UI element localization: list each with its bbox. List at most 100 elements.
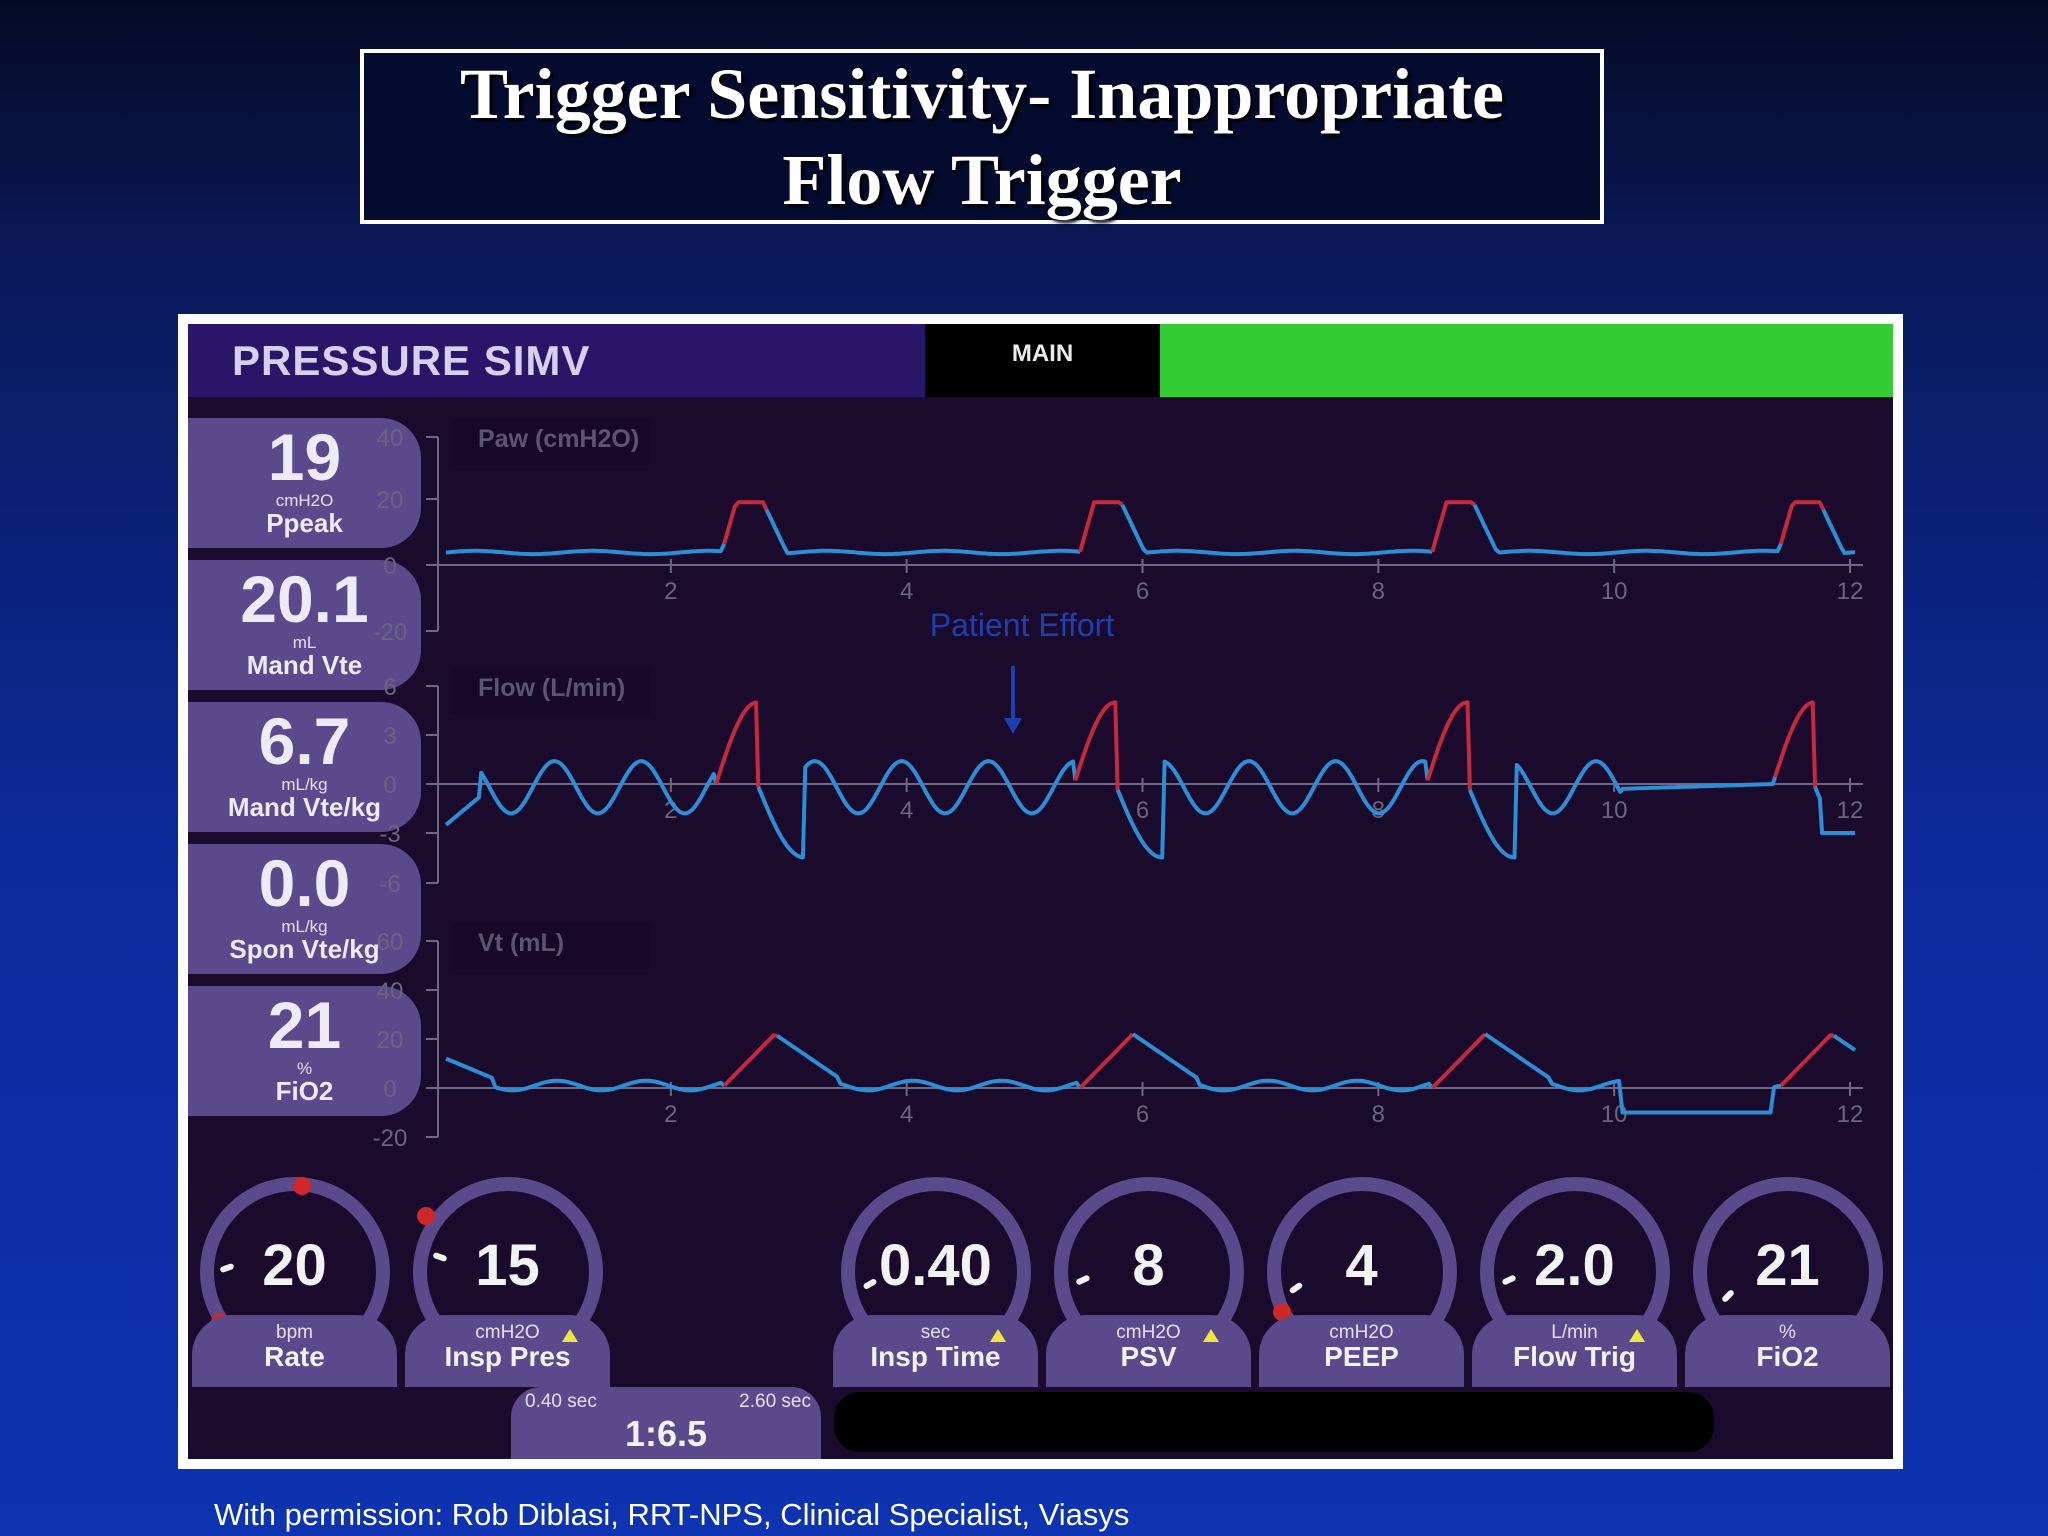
measurement-fio2: 21 % FiO2 — [188, 986, 421, 1116]
flow-waveform — [714, 700, 761, 787]
chart-title: Flow (L/min) — [478, 674, 625, 702]
control-label: Rate — [264, 1341, 325, 1372]
chart-title-bg — [450, 668, 650, 714]
slide-title-box: Trigger Sensitivity- Inappropriate Flow … — [360, 49, 1604, 224]
vt-waveform — [1078, 1032, 1135, 1090]
y-tick-label: 0 — [383, 1076, 396, 1103]
flow-waveform — [1773, 700, 1818, 787]
control-tab: bpm Rate — [192, 1315, 397, 1387]
control-psv[interactable]: 8 cmH2O PSV — [1046, 1177, 1251, 1387]
y-tick-label: 6 — [383, 674, 396, 701]
measurement-label: Spon Vte/kg — [229, 934, 380, 964]
control-label: Insp Time — [870, 1341, 1001, 1372]
paw-waveform — [1821, 508, 1856, 555]
paw-waveform — [722, 500, 769, 545]
control-insp-pres[interactable]: 15 cmH2O Insp Pres — [405, 1177, 610, 1387]
paw-waveform — [1120, 503, 1433, 557]
chart-title: Vt (mL) — [478, 929, 564, 957]
x-tick-label: 10 — [1601, 578, 1628, 605]
credit-text: With permission: Rob Diblasi, RRT-NPS, C… — [214, 1497, 1130, 1532]
measurement-value: 20.1 — [240, 562, 369, 636]
control-rate[interactable]: 20 bpm Rate — [192, 1177, 397, 1387]
y-tick-label: -6 — [379, 871, 400, 898]
x-tick-label: 4 — [900, 797, 913, 824]
limit-marker — [417, 1207, 435, 1225]
y-tick-label: 60 — [377, 929, 404, 956]
vt-waveform — [1131, 1032, 1434, 1093]
control-tab: cmH2O PSV — [1046, 1315, 1251, 1387]
vt-waveform — [445, 1056, 726, 1093]
measurement-mand-vte-kg: 6.7 mL/kg Mand Vte/kg — [188, 702, 421, 832]
measurement-ppeak: 19 cmH2O Ppeak — [188, 418, 421, 548]
control-label: Flow Trig — [1513, 1341, 1636, 1372]
ie-exp-time: 2.60 sec — [739, 1391, 811, 1412]
x-tick-label: 2 — [664, 1101, 677, 1128]
paw-waveform — [764, 508, 1081, 557]
ie-ratio-display: 0.40 sec 2.60 sec 1:6.5 — [511, 1387, 821, 1459]
x-tick-label: 4 — [900, 1101, 913, 1128]
control-label: PEEP — [1324, 1341, 1399, 1372]
control-fio2[interactable]: 21 % FiO2 — [1685, 1177, 1890, 1387]
x-tick-label: 10 — [1601, 797, 1628, 824]
x-tick-label: 2 — [664, 578, 677, 605]
control-value: 15 — [475, 1233, 540, 1298]
status-bar — [1160, 324, 1893, 397]
paw-waveform — [1779, 500, 1826, 545]
control-peep[interactable]: 4 cmH2O PEEP — [1259, 1177, 1464, 1387]
y-tick-label: 20 — [377, 1027, 404, 1054]
chart-title: Paw (cmH2O) — [478, 425, 639, 453]
y-tick-label: 20 — [377, 487, 404, 514]
y-tick-label: 0 — [383, 553, 396, 580]
paw-waveform — [1472, 503, 1783, 557]
control-tab: cmH2O Insp Pres — [405, 1315, 610, 1387]
alert-triangle-icon — [1203, 1329, 1219, 1342]
control-unit: cmH2O — [475, 1322, 540, 1343]
vt-waveform — [1832, 1034, 1857, 1052]
control-flow-trig[interactable]: 2.0 L/min Flow Trig — [1472, 1177, 1677, 1387]
x-tick-label: 12 — [1837, 797, 1864, 824]
alert-triangle-icon — [990, 1329, 1006, 1342]
measurement-unit: mL/kg — [281, 917, 328, 936]
y-tick-label: 40 — [377, 425, 404, 452]
vt-waveform — [1483, 1032, 1782, 1115]
chart-title-bg — [450, 419, 650, 465]
control-unit: cmH2O — [1329, 1322, 1394, 1343]
mode-title[interactable]: PRESSURE SIMV — [188, 324, 925, 397]
vt-waveform — [1779, 1033, 1835, 1087]
ventilator-screen: PRESSURE SIMV MAIN 19 cmH2O Ppeak 20.1 m… — [188, 324, 1893, 1459]
control-label: Insp Pres — [444, 1341, 571, 1372]
control-label: PSV — [1120, 1341, 1177, 1372]
slide-title-line-2: Flow Trigger — [782, 139, 1182, 220]
measurement-value: 19 — [267, 420, 342, 494]
vt-waveform — [722, 1033, 778, 1087]
flow-waveform — [1073, 700, 1120, 790]
tab-main[interactable]: MAIN — [925, 324, 1160, 397]
flow-waveform — [1425, 700, 1472, 790]
flow-waveform — [444, 759, 719, 827]
x-tick-label: 6 — [1136, 578, 1149, 605]
measurement-label: FiO2 — [275, 1076, 334, 1106]
x-tick-label: 12 — [1837, 1101, 1864, 1128]
control-tab: sec Insp Time — [833, 1315, 1038, 1387]
y-tick-label: 40 — [377, 978, 404, 1005]
alert-triangle-icon — [1629, 1329, 1645, 1342]
control-tab: cmH2O PEEP — [1259, 1315, 1464, 1387]
chart-title-bg — [450, 923, 650, 969]
measurement-value: 21 — [267, 988, 342, 1062]
measurement-unit: % — [296, 1059, 313, 1078]
flow-waveform — [756, 759, 1078, 860]
paw-waveform — [1430, 500, 1476, 553]
vt-waveform — [775, 1034, 1082, 1093]
measurement-value: 0.0 — [258, 846, 351, 920]
control-unit: % — [1779, 1322, 1796, 1343]
measurement-label: Mand Vte/kg — [227, 792, 382, 822]
annotation-patient-effort: Patient Effort — [930, 607, 1115, 643]
control-value: 21 — [1755, 1233, 1820, 1298]
measurement-unit: mL — [292, 633, 317, 652]
y-tick-label: -20 — [373, 619, 408, 646]
control-value: 2.0 — [1534, 1233, 1615, 1298]
limit-marker — [293, 1177, 311, 1195]
control-insp-time[interactable]: 0.40 sec Insp Time — [833, 1177, 1038, 1387]
alert-triangle-icon — [562, 1329, 578, 1342]
flow-waveform — [1813, 786, 1855, 835]
